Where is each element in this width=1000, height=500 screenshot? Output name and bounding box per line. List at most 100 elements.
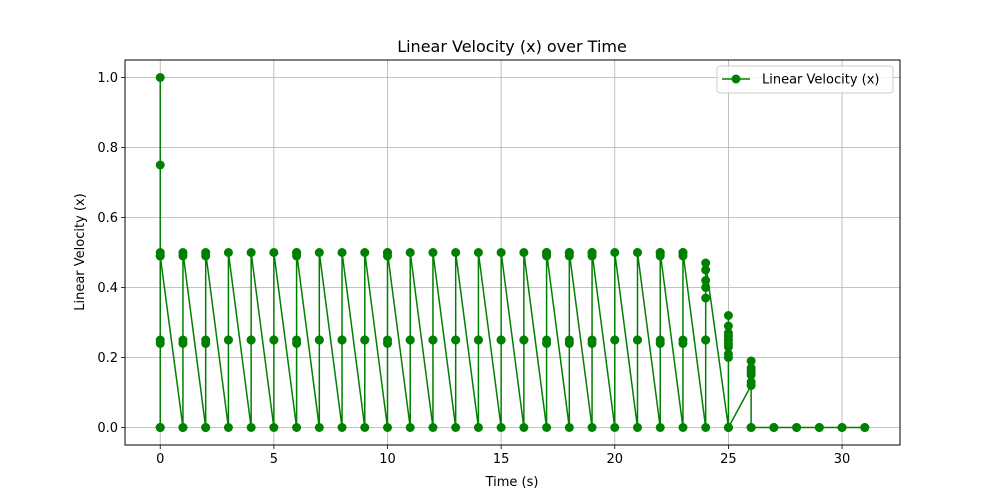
- data-point-marker: [155, 251, 165, 261]
- data-point-marker: [155, 73, 165, 82]
- data-point-marker: [383, 335, 392, 345]
- data-point-marker: [451, 248, 461, 257]
- data-point-marker: [701, 423, 711, 432]
- data-point-marker: [201, 248, 211, 257]
- data-point-marker: [155, 160, 165, 170]
- data-point-marker: [473, 248, 483, 257]
- data-point-marker: [723, 328, 733, 338]
- y-tick-label: 0.0: [97, 421, 118, 436]
- data-point-marker: [337, 423, 347, 432]
- data-point-marker: [587, 423, 597, 432]
- data-point-marker: [860, 423, 870, 432]
- data-point-marker: [360, 248, 370, 257]
- x-tick-label: 5: [270, 452, 278, 467]
- data-point-marker: [451, 335, 461, 345]
- data-point-marker: [564, 248, 574, 257]
- data-point-marker: [178, 335, 188, 345]
- data-point-marker: [269, 423, 279, 432]
- data-point-marker: [178, 248, 188, 257]
- data-point-marker: [269, 335, 279, 345]
- data-point-marker: [360, 335, 370, 345]
- data-point-marker: [155, 339, 165, 348]
- data-point-marker: [405, 248, 415, 257]
- data-point-marker: [542, 248, 552, 257]
- data-point-marker: [564, 423, 574, 432]
- data-point-marker: [223, 335, 233, 345]
- tick-layer: 0 5 10 15 20 25 30 0.0 0.2 0.4 0.6 0.8 1.0: [97, 71, 850, 467]
- data-point-marker: [792, 423, 802, 432]
- data-point-marker: [678, 248, 688, 257]
- x-tick-label: 0: [156, 452, 164, 467]
- data-point-marker: [292, 423, 302, 432]
- data-point-marker: [701, 283, 711, 292]
- data-point-marker: [496, 423, 506, 432]
- data-point-marker: [837, 423, 847, 432]
- legend-box: [716, 65, 894, 94]
- data-point-marker: [610, 335, 620, 345]
- x-axis-label: Time (s): [485, 475, 539, 490]
- data-point-marker: [246, 248, 256, 257]
- y-tick-label: 0.8: [97, 141, 118, 156]
- data-point-marker: [746, 377, 756, 387]
- y-tick-label: 0.2: [97, 351, 118, 366]
- data-point-marker: [428, 335, 438, 345]
- legend-label: Linear Velocity (x): [762, 73, 880, 88]
- legend: Linear Velocity (x): [716, 65, 894, 94]
- data-point-marker: [337, 248, 347, 257]
- marker-layer: [155, 73, 870, 432]
- data-point-marker: [223, 423, 233, 432]
- data-point-marker: [655, 248, 665, 257]
- data-point-marker: [655, 423, 665, 432]
- data-point-marker: [723, 349, 733, 359]
- data-point-marker: [246, 335, 256, 345]
- data-point-marker: [701, 335, 711, 345]
- data-point-marker: [292, 335, 302, 345]
- data-point-marker: [542, 423, 552, 432]
- data-point-marker: [564, 335, 574, 345]
- data-point-marker: [337, 335, 347, 345]
- x-tick-label: 20: [606, 452, 623, 467]
- y-tick-label: 1.0: [97, 71, 118, 86]
- data-point-marker: [701, 276, 711, 285]
- data-point-marker: [201, 335, 211, 345]
- plot-frame: [124, 59, 901, 446]
- x-tick-label: 30: [834, 452, 851, 467]
- data-point-marker: [519, 248, 529, 257]
- data-point-marker: [383, 248, 392, 257]
- data-point-marker: [314, 335, 324, 345]
- y-tick-label: 0.4: [97, 281, 118, 296]
- data-point-marker: [610, 423, 620, 432]
- data-point-marker: [314, 248, 324, 257]
- data-point-marker: [201, 423, 211, 432]
- data-point-marker: [223, 248, 233, 257]
- data-point-marker: [519, 423, 529, 432]
- data-point-marker: [496, 248, 506, 257]
- data-point-marker: [405, 423, 415, 432]
- data-point-marker: [701, 293, 711, 303]
- data-point-marker: [269, 248, 279, 257]
- data-point-marker: [246, 423, 256, 432]
- data-point-marker: [473, 423, 483, 432]
- data-point-marker: [473, 335, 483, 345]
- data-point-marker: [405, 335, 415, 345]
- data-point-marker: [814, 423, 824, 432]
- data-point-marker: [587, 248, 597, 257]
- y-axis-label: Linear Velocity (x): [73, 193, 88, 311]
- data-point-marker: [701, 265, 711, 275]
- data-point-marker: [360, 423, 370, 432]
- data-point-marker: [723, 321, 733, 331]
- data-point-marker: [542, 335, 552, 345]
- data-point-marker: [428, 248, 438, 257]
- data-point-marker: [746, 363, 756, 373]
- data-point-marker: [451, 423, 461, 432]
- data-point-marker: [155, 423, 165, 432]
- x-tick-label: 10: [379, 452, 396, 467]
- data-point-marker: [678, 335, 688, 345]
- data-point-marker: [769, 423, 779, 432]
- data-point-marker: [178, 423, 188, 432]
- data-point-marker: [587, 335, 597, 345]
- data-point-marker: [496, 335, 506, 345]
- data-point-marker: [633, 335, 642, 345]
